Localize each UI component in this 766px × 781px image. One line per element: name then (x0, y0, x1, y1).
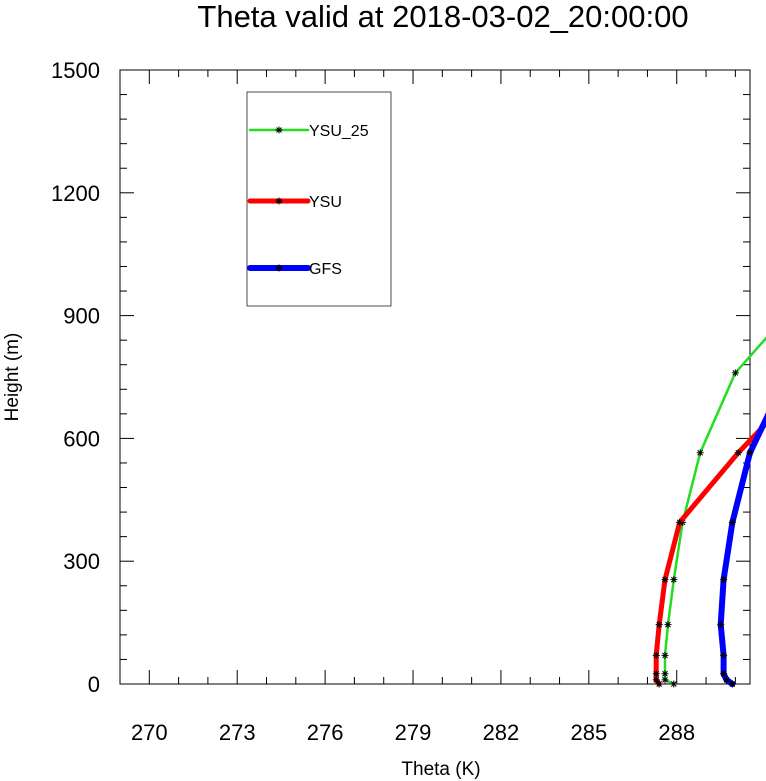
data-point-marker (676, 518, 684, 526)
data-point-marker (661, 670, 669, 678)
data-point-marker (734, 449, 742, 457)
series-gfs (717, 412, 766, 688)
y-tick-label: 300 (63, 549, 100, 574)
legend-marker (275, 264, 283, 272)
series-lines (652, 336, 766, 688)
legend-label: GFS (309, 261, 342, 278)
legend: YSU_25 YSU GFS (246, 91, 392, 307)
data-point-marker (728, 680, 736, 688)
legend-label: YSU_25 (309, 123, 369, 140)
data-point-marker (652, 670, 660, 678)
x-tick-label: 276 (307, 720, 344, 745)
plot-frame (119, 69, 751, 685)
y-tick-label: 0 (88, 672, 100, 697)
legend-marker (275, 197, 283, 205)
data-point-marker (720, 670, 728, 678)
legend-label: YSU (309, 194, 342, 211)
data-point-marker (746, 449, 754, 457)
data-point-marker (661, 576, 669, 584)
series-line (717, 412, 766, 687)
x-tick-label: 279 (395, 720, 432, 745)
data-point-marker (696, 449, 704, 457)
series-line (663, 336, 766, 686)
x-tick-label: 282 (483, 720, 520, 745)
data-point-marker (655, 621, 663, 629)
x-tick-label: 270 (131, 720, 168, 745)
data-point-marker (720, 651, 728, 659)
data-point-marker (720, 576, 728, 584)
data-point-marker (723, 676, 731, 684)
y-tick-label: 1500 (51, 58, 100, 83)
y-tick-label: 600 (63, 426, 100, 451)
data-point-marker (670, 576, 678, 584)
x-tick-label: 273 (219, 720, 256, 745)
axis-tick-labels: 270 273 276 279 282 285 288 0 300 600 900 1200 1500 (51, 58, 695, 745)
y-axis-label: Height (m) (2, 333, 23, 422)
chart-title: Theta valid at 2018-03-02_20:00:00 (197, 0, 688, 34)
data-point-marker (652, 651, 660, 659)
data-point-marker (728, 518, 736, 526)
data-point-marker (661, 676, 669, 684)
y-tick-label: 900 (63, 304, 100, 329)
y-tick-label: 1200 (51, 181, 100, 206)
data-point-marker (670, 680, 678, 688)
legend-marker (275, 126, 283, 134)
x-tick-label: 288 (658, 720, 695, 745)
data-point-marker (731, 369, 739, 377)
axis-ticks (119, 69, 750, 685)
x-tick-label: 285 (570, 720, 607, 745)
data-point-marker (661, 651, 669, 659)
data-point-marker (655, 680, 663, 688)
data-point-marker (664, 621, 672, 629)
series-ysu (652, 420, 766, 688)
data-point-marker (717, 621, 725, 629)
data-point-marker (652, 676, 660, 684)
x-axis-label: Theta (K) (401, 759, 480, 780)
